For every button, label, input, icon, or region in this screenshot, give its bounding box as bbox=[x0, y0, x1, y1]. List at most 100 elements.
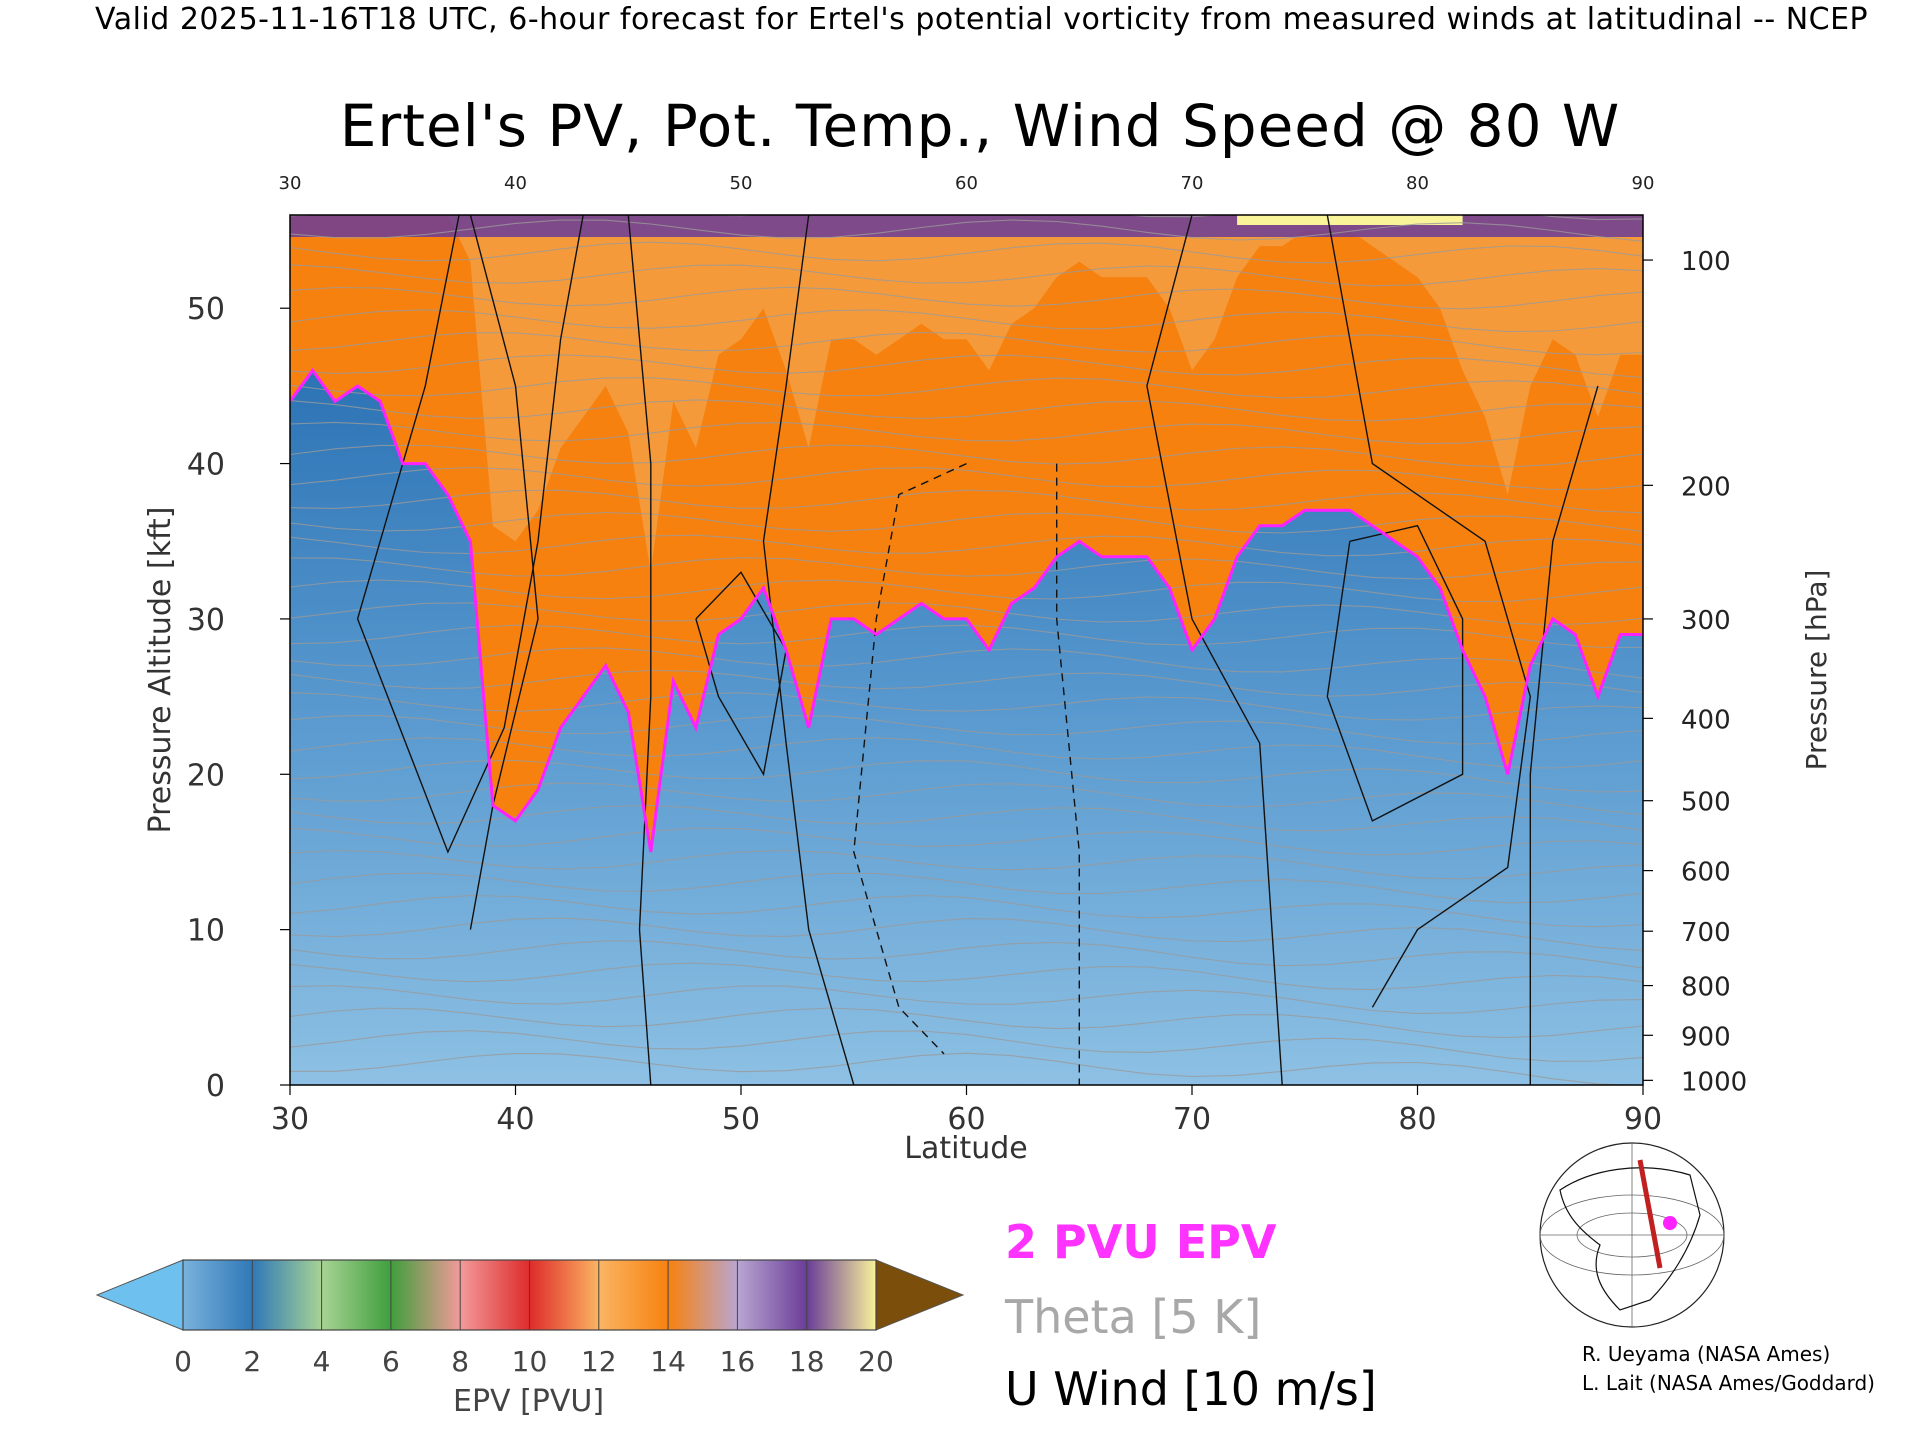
colorbar-label: EPV [PVU] bbox=[453, 1384, 605, 1419]
theta-line-12 bbox=[290, 804, 1643, 832]
x-axis-label: Latitude bbox=[904, 1131, 1027, 1166]
theta-line-25 bbox=[290, 511, 1643, 534]
theta-line-13 bbox=[290, 782, 1643, 816]
theta-line-4 bbox=[290, 985, 1643, 1015]
colorbar-tick-4: 4 bbox=[313, 1345, 331, 1378]
x-top-tick-label-40: 40 bbox=[504, 173, 527, 194]
x-top-tick-label-70: 70 bbox=[1181, 173, 1204, 194]
x-axis-top: 30 40 50 60 70 80 90 bbox=[279, 173, 1655, 194]
theta-line-10 bbox=[290, 849, 1643, 880]
colorbar-tick-8: 8 bbox=[451, 1345, 469, 1378]
theta-line-20 bbox=[290, 624, 1643, 649]
x-top-tick-label-50: 50 bbox=[730, 173, 753, 194]
theta-line-18 bbox=[290, 669, 1643, 697]
x-tick-label-50: 50 bbox=[722, 1102, 760, 1137]
top-yellow-band bbox=[1237, 215, 1463, 225]
y2-axis-label: Pressure [hPa] bbox=[1800, 570, 1833, 771]
colorbar-over-arrow bbox=[875, 1259, 965, 1331]
theta-line-38 bbox=[290, 219, 1643, 242]
colorbar-tick-16: 16 bbox=[720, 1345, 756, 1378]
wind-line-4 bbox=[762, 215, 855, 1085]
theta-line-33 bbox=[290, 331, 1643, 356]
theta-contours bbox=[290, 215, 1643, 1085]
x-axis-bottom: 30 40 50 60 70 80 90 bbox=[271, 1085, 1662, 1137]
theta-line-8 bbox=[290, 894, 1643, 928]
theta-line-2 bbox=[290, 1030, 1643, 1062]
pressure-tick-label-100: 100 bbox=[1681, 247, 1731, 277]
wind-line-9 bbox=[1326, 215, 1532, 1008]
theta-line-27 bbox=[290, 466, 1643, 491]
pressure-tick-label-700: 700 bbox=[1681, 918, 1731, 948]
troposphere-fill bbox=[290, 370, 1643, 1085]
pressure-tick-label-900: 900 bbox=[1681, 1022, 1731, 1052]
x-tick-label-80: 80 bbox=[1398, 1102, 1436, 1137]
colorbar-segment-0 bbox=[183, 1260, 253, 1330]
colorbar-segment-1 bbox=[252, 1260, 323, 1330]
theta-line-5 bbox=[290, 962, 1643, 991]
colorbar-tick-2: 2 bbox=[243, 1345, 261, 1378]
theta-line-35 bbox=[290, 286, 1643, 310]
pressure-tick-label-300: 300 bbox=[1681, 606, 1731, 636]
wind-line-7 bbox=[1146, 215, 1283, 1085]
theta-line-28 bbox=[290, 444, 1643, 468]
pressure-tick-label-1000: 1000 bbox=[1681, 1067, 1747, 1097]
y-axis-left: 0 10 20 30 40 50 bbox=[187, 292, 290, 1104]
colorbar-tick-12: 12 bbox=[581, 1345, 617, 1378]
pressure-tick-label-600: 600 bbox=[1681, 858, 1731, 888]
x-top-tick-label-90: 90 bbox=[1632, 173, 1655, 194]
x-top-tick-label-60: 60 bbox=[955, 173, 978, 194]
legend-2pvu: 2 PVU EPV bbox=[1005, 1215, 1277, 1269]
chart-title: Ertel's PV, Pot. Temp., Wind Speed @ 80 … bbox=[339, 92, 1621, 160]
colorbar-tick-20: 20 bbox=[858, 1345, 894, 1378]
pressure-tick-label-200: 200 bbox=[1681, 472, 1731, 502]
colorbar-frame bbox=[182, 1259, 877, 1331]
theta-line-14 bbox=[290, 759, 1643, 793]
plot-area bbox=[289, 214, 1644, 1086]
valid-time-header: Valid 2025-11-16T18 UTC, 6-hour forecast… bbox=[95, 2, 1869, 37]
theta-line-37 bbox=[290, 241, 1643, 264]
colorbar-segment-5 bbox=[529, 1260, 600, 1330]
wind-line-2 bbox=[627, 215, 652, 1085]
x-top-tick-label-30: 30 bbox=[279, 173, 302, 194]
credit-line-2: L. Lait (NASA Ames/Goddard) bbox=[1582, 1371, 1875, 1395]
colorbar-segment-2 bbox=[321, 1260, 392, 1330]
wind-line-1 bbox=[469, 215, 539, 930]
colorbar-segment-9 bbox=[806, 1260, 877, 1330]
y-tick-label-10: 10 bbox=[187, 914, 225, 949]
theta-line-19 bbox=[290, 647, 1643, 679]
theta-line-29 bbox=[290, 421, 1643, 445]
theta-line-22 bbox=[290, 579, 1643, 603]
y-tick-label-0: 0 bbox=[206, 1069, 225, 1104]
colorbar-tick-6: 6 bbox=[382, 1345, 400, 1378]
theta-line-16 bbox=[290, 714, 1643, 745]
theta-line-15 bbox=[290, 737, 1643, 769]
wind-line-3 bbox=[695, 571, 787, 777]
colorbar-segment-8 bbox=[737, 1260, 808, 1330]
wind-line-10 bbox=[1529, 385, 1599, 1085]
theta-line-30 bbox=[290, 399, 1643, 422]
pressure-tick-label-800: 800 bbox=[1681, 973, 1731, 1003]
2pvu-contour bbox=[290, 367, 1643, 853]
x-tick-label-30: 30 bbox=[271, 1102, 309, 1137]
y-tick-label-40: 40 bbox=[187, 448, 225, 483]
theta-line-34 bbox=[290, 309, 1643, 333]
y-axis-right: 100 200 300 400 500 600 700 800 900 1000 bbox=[1643, 247, 1747, 1097]
y-tick-label-20: 20 bbox=[187, 758, 225, 793]
y-axis-label: Pressure Altitude [kft] bbox=[143, 507, 178, 834]
colorbar: 0 2 4 6 8 10 12 14 16 18 20 bbox=[95, 1259, 965, 1378]
wind-line-8 bbox=[1326, 524, 1464, 822]
theta-line-36 bbox=[290, 264, 1643, 287]
legend-theta: Theta [5 K] bbox=[1005, 1290, 1262, 1344]
pressure-tick-label-500: 500 bbox=[1681, 788, 1731, 818]
wind-line-0 bbox=[356, 215, 584, 854]
x-tick-label-90: 90 bbox=[1624, 1102, 1662, 1137]
colorbar-tick-10: 10 bbox=[512, 1345, 548, 1378]
x-tick-label-70: 70 bbox=[1173, 1102, 1211, 1137]
location-map-inset bbox=[1539, 1142, 1725, 1328]
x-tick-label-60: 60 bbox=[947, 1102, 985, 1137]
theta-line-23 bbox=[290, 557, 1643, 580]
theta-line-24 bbox=[290, 534, 1643, 557]
x-tick-label-40: 40 bbox=[496, 1102, 534, 1137]
theta-line-11 bbox=[290, 827, 1643, 856]
